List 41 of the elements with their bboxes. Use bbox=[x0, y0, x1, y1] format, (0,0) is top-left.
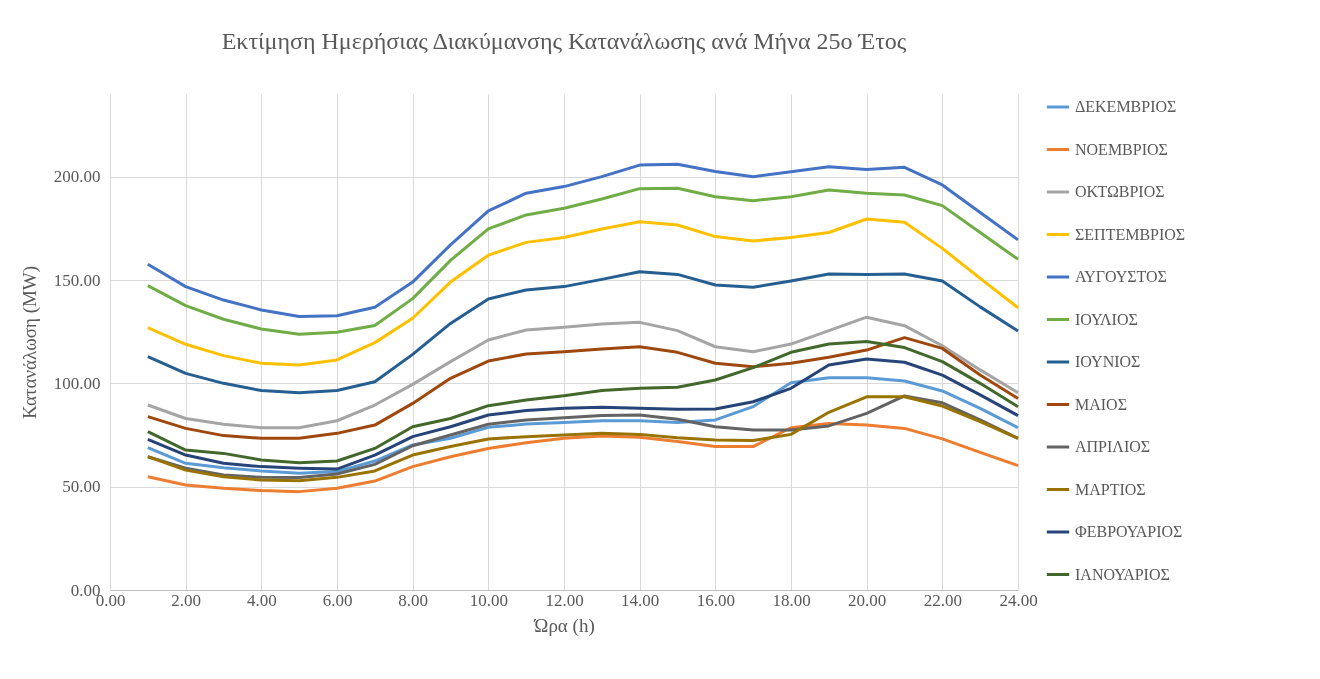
line-series bbox=[146, 162, 1020, 319]
legend-label: ΦΕΒΡΟΥΑΡΙΟΣ bbox=[1075, 523, 1183, 540]
legend-label: ΑΠΡΙΛΙΟΣ bbox=[1075, 438, 1151, 455]
x-tick-label: 14.00 bbox=[621, 590, 660, 610]
x-tick-label: 2.00 bbox=[171, 590, 202, 610]
y-axis-title: Κατανάλωση (MW) bbox=[18, 265, 41, 420]
line-series bbox=[146, 217, 1020, 367]
line-series bbox=[146, 336, 1020, 440]
line-series bbox=[146, 186, 1020, 336]
line-series bbox=[146, 357, 1020, 471]
line-series bbox=[146, 340, 1020, 465]
legend-label: ΟΚΤΩΒΡΙΟΣ bbox=[1075, 183, 1165, 200]
x-tick-label: 6.00 bbox=[322, 590, 353, 610]
x-tick-label: 22.00 bbox=[923, 590, 962, 610]
legend-label: ΙΟΥΝΙΟΣ bbox=[1075, 353, 1141, 370]
y-tick-label: 50.00 bbox=[62, 477, 101, 497]
x-tick-label: 18.00 bbox=[772, 590, 811, 610]
line-series bbox=[146, 376, 1020, 475]
legend-label: ΜΑΙΟΣ bbox=[1075, 395, 1127, 413]
y-tick-label: 100.00 bbox=[53, 373, 101, 393]
legend-label: ΙΟΥΛΙΟΣ bbox=[1075, 310, 1138, 328]
legend-label: ΙΑΝΟΥΑΡΙΟΣ bbox=[1075, 565, 1170, 583]
line-series bbox=[146, 315, 1020, 430]
x-tick-label: 16.00 bbox=[696, 590, 735, 610]
legend-label: ΣΕΠΤΕΜΒΡΙΟΣ bbox=[1075, 225, 1186, 243]
line-series bbox=[146, 270, 1020, 395]
x-axis-title: Ώρα (h) bbox=[533, 614, 595, 637]
legend-label: ΝΟΕΜΒΡΙΟΣ bbox=[1075, 140, 1168, 158]
x-tick-label: 4.00 bbox=[246, 590, 277, 610]
x-tick-label: 12.00 bbox=[545, 590, 584, 610]
y-tick-label: 200.00 bbox=[53, 167, 101, 187]
legend-label: ΜΑΡΤΙΟΣ bbox=[1075, 480, 1146, 498]
chart-title: Εκτίμηση Ημερήσιας Διακύμανσης Κατανάλωσης ανά Μήνα 25ο Έτος bbox=[221, 28, 907, 54]
line-series bbox=[146, 421, 1020, 494]
x-tick-label: 20.00 bbox=[848, 590, 887, 610]
legend-label: ΔΕΚΕΜΒΡΙΟΣ bbox=[1075, 98, 1177, 115]
y-tick-label: 150.00 bbox=[53, 270, 101, 290]
x-tick-label: 24.00 bbox=[999, 590, 1038, 610]
x-tick-label: 8.00 bbox=[398, 590, 429, 610]
legend-label: ΑΥΓΟΥΣΤΟΣ bbox=[1075, 268, 1167, 285]
x-tick-label: 10.00 bbox=[469, 590, 508, 610]
